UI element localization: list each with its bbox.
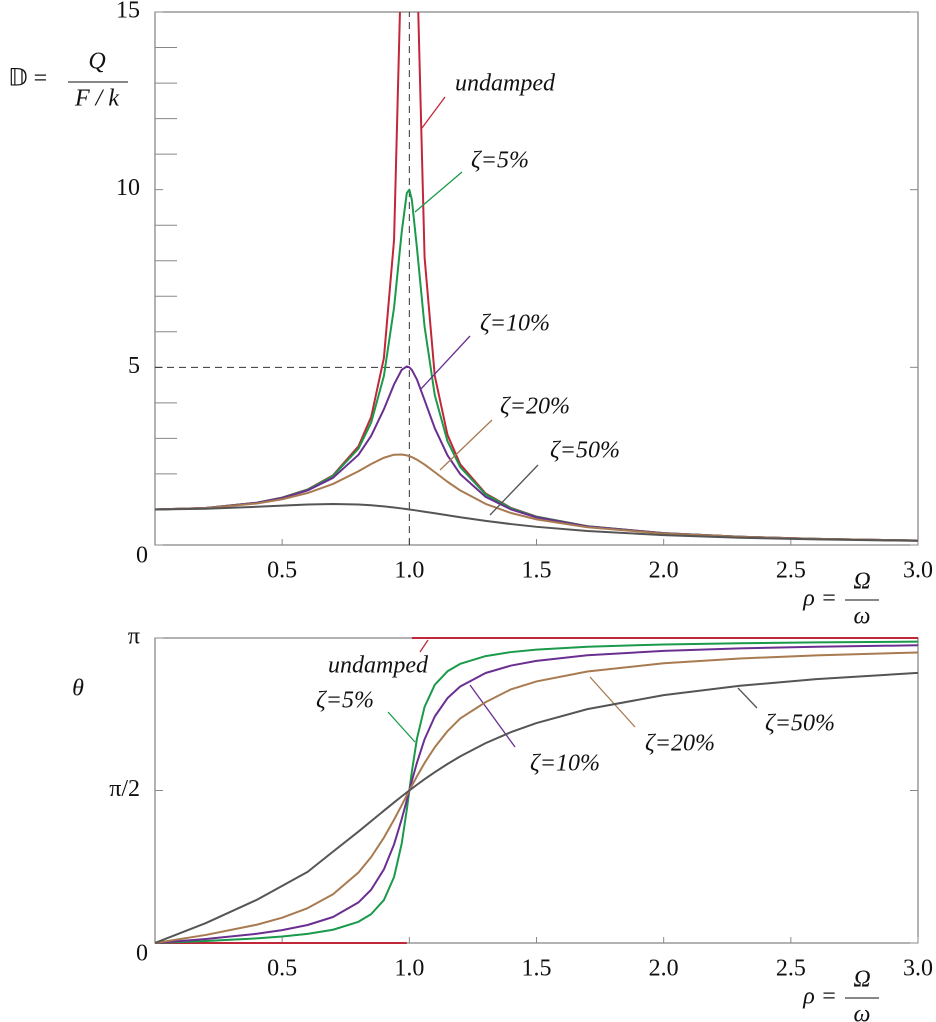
label-lhs: ρ = [802, 984, 837, 1010]
y-axis-label-num: Q [88, 49, 105, 75]
leader-line [589, 676, 636, 728]
x-tick-label: 1.5 [522, 558, 552, 584]
x-tick-label: 1.0 [394, 558, 424, 584]
series-line [155, 453, 918, 542]
label-num: Ω [853, 569, 870, 595]
leader-line [439, 419, 493, 471]
series-label: ζ=50% [550, 438, 620, 464]
series-line [155, 644, 918, 944]
series-label: undamped [455, 71, 556, 97]
series-line [155, 502, 918, 542]
label-den: ω [854, 604, 871, 630]
series-label: ζ=50% [765, 711, 835, 737]
series-label: ζ=10% [480, 311, 550, 337]
series-line [155, 365, 918, 542]
leader-line [419, 639, 429, 653]
label-num: Ω [853, 967, 870, 993]
series-label: undamped [328, 653, 429, 679]
leader-line [421, 96, 446, 129]
leader-line [469, 684, 516, 748]
series-label: ζ=5% [471, 148, 529, 174]
y-tick-label: 15 [116, 0, 140, 24]
y-axis-label-symbol: 𝔻 = [8, 66, 47, 92]
x-tick-label: 1.5 [522, 956, 552, 982]
leader-line [489, 464, 539, 516]
series-line [155, 671, 918, 944]
series-label: ζ=20% [500, 394, 570, 420]
plot-frame [154, 637, 919, 944]
x-tick-label: 1.0 [394, 956, 424, 982]
series-label: ζ=10% [530, 751, 600, 777]
x-tick-label: 3.0 [903, 558, 933, 584]
series-label: ζ=20% [645, 731, 715, 757]
series-line [155, 651, 918, 944]
series-line [155, 637, 918, 944]
y-tick-label: π/2 [109, 776, 140, 802]
y-tick-label: 0 [136, 941, 148, 967]
label-den: ω [854, 1002, 871, 1022]
x-tick-label: 0.5 [267, 558, 297, 584]
x-tick-label: 2.5 [776, 956, 806, 982]
y-axis-label: θ [72, 676, 84, 702]
leader-line [419, 335, 471, 391]
leader-line [414, 171, 463, 213]
leader-line [387, 711, 416, 743]
x-tick-label: 2.0 [649, 956, 679, 982]
x-tick-label: 2.0 [649, 558, 679, 584]
leader-line [737, 687, 758, 709]
y-axis-label-den: F / k [74, 86, 119, 112]
y-tick-label: π [128, 624, 140, 650]
x-tick-label: 2.5 [776, 558, 806, 584]
y-tick-label: 0 [136, 543, 148, 569]
series-line [155, 640, 918, 944]
y-tick-label: 10 [116, 175, 140, 201]
y-tick-label: 5 [128, 353, 140, 379]
label-lhs: ρ = [802, 586, 837, 612]
series-line [155, 188, 918, 542]
x-tick-label: 3.0 [903, 956, 933, 982]
series-label: ζ=5% [316, 688, 374, 714]
x-tick-label: 0.5 [267, 956, 297, 982]
